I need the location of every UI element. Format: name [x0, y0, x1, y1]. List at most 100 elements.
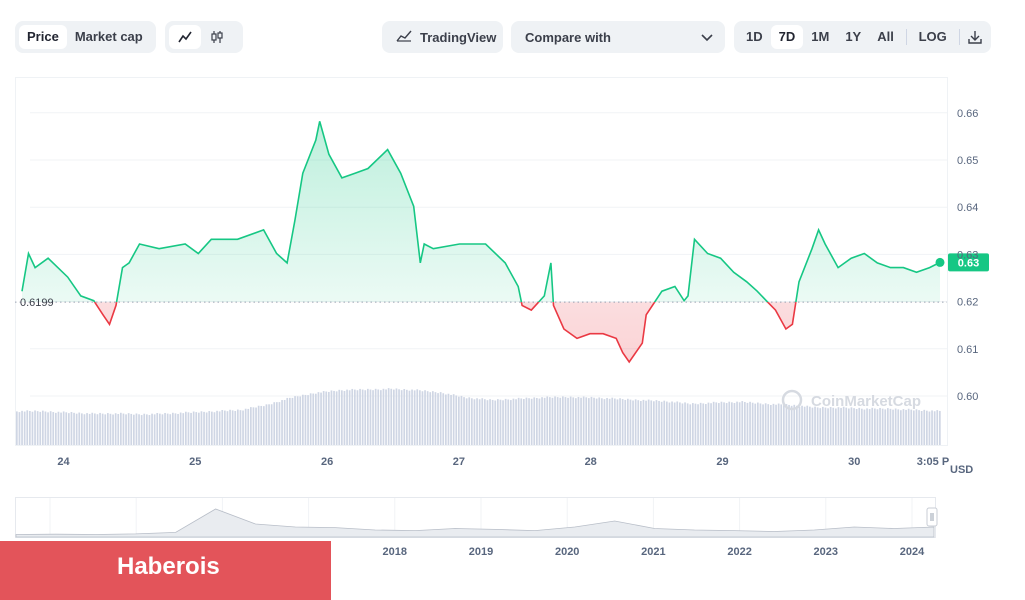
volume-bar	[247, 408, 250, 445]
y-axis-unit: USD	[950, 464, 973, 476]
tradingview-button[interactable]: TradingView	[382, 21, 503, 53]
volume-bar	[520, 398, 523, 445]
volume-bar	[538, 398, 541, 445]
time-navigator[interactable]: 2014201520162017201820192020202120222023…	[15, 497, 938, 559]
volume-bar	[572, 397, 575, 445]
volume-bar	[153, 414, 156, 445]
volume-bar	[920, 411, 923, 445]
volume-bar	[364, 390, 367, 445]
volume-bar	[411, 389, 413, 445]
volume-bar	[31, 411, 34, 445]
volume-bar	[637, 400, 640, 445]
volume-bar	[278, 402, 281, 445]
navigator-year-label: 2019	[469, 546, 493, 558]
tab-price[interactable]: Price	[19, 25, 67, 49]
range-1y[interactable]: 1Y	[845, 29, 862, 44]
x-tick-label: 25	[189, 456, 201, 468]
log-toggle[interactable]: LOG	[918, 29, 947, 44]
volume-bar	[874, 408, 876, 445]
volume-bar	[593, 397, 595, 445]
volume-bar	[260, 405, 263, 445]
volume-bar	[68, 413, 70, 445]
volume-bar	[850, 407, 853, 445]
volume-bar	[517, 397, 520, 445]
volume-bar	[208, 411, 211, 445]
range-7d[interactable]: 7D	[770, 25, 804, 49]
volume-bar	[309, 393, 312, 445]
volume-bar	[122, 413, 125, 445]
volume-bar	[408, 390, 411, 445]
tradingview-icon	[396, 30, 412, 45]
volume-bar	[788, 404, 790, 445]
volume-bar	[759, 403, 762, 445]
volume-bar	[361, 389, 364, 445]
volume-bar	[824, 407, 827, 445]
volume-bar	[75, 413, 78, 445]
volume-bar	[926, 410, 928, 445]
plot-frame	[15, 77, 948, 446]
x-tick-label: 24	[57, 456, 70, 468]
volume-bar	[497, 399, 499, 445]
volume-bar	[161, 414, 164, 445]
volume-bar	[842, 406, 845, 445]
volume-bar	[588, 398, 590, 445]
volume-bar	[380, 390, 382, 445]
volume-bar	[107, 413, 109, 445]
volume-bar	[816, 407, 819, 445]
volume-bar	[330, 390, 333, 445]
volume-bar	[525, 397, 528, 445]
compare-dropdown[interactable]: Compare with	[511, 21, 725, 53]
volume-bar	[429, 392, 432, 445]
volume-bar	[127, 413, 130, 445]
volume-bar	[112, 414, 114, 445]
volume-bar	[265, 404, 268, 445]
candlestick-icon[interactable]	[201, 25, 233, 49]
range-all[interactable]: All	[877, 29, 894, 44]
range-1m[interactable]: 1M	[811, 29, 830, 44]
tab-market-cap[interactable]: Market cap	[74, 29, 143, 44]
volume-bar	[546, 396, 549, 445]
navigator-handle[interactable]	[926, 507, 938, 527]
volume-bar	[515, 399, 517, 445]
volume-bar	[811, 407, 814, 445]
volume-bar	[762, 404, 764, 445]
volume-bar	[679, 402, 681, 445]
volume-bar	[624, 399, 627, 445]
volume-bar	[283, 399, 286, 445]
volume-bar	[445, 394, 447, 445]
volume-bar	[205, 412, 208, 445]
volume-bar	[621, 399, 624, 445]
volume-bar	[923, 409, 926, 445]
volume-bar	[705, 404, 707, 445]
volume-bar	[907, 408, 910, 445]
volume-bar	[757, 402, 759, 445]
volume-bar	[549, 397, 551, 445]
volume-bar	[359, 388, 361, 445]
divider	[958, 29, 960, 45]
navigator-year-label: 2018	[383, 546, 407, 558]
volume-bar	[325, 391, 328, 445]
download-icon[interactable]	[963, 25, 987, 49]
volume-bar	[486, 400, 489, 445]
current-price-label: 0.63	[958, 257, 979, 269]
volume-bar	[179, 412, 182, 445]
volume-bar	[772, 403, 775, 445]
volume-bar	[26, 410, 29, 445]
volume-bar	[915, 409, 918, 445]
volume-bar	[406, 389, 408, 445]
range-1d[interactable]: 1D	[746, 29, 763, 44]
line-chart-icon[interactable]	[169, 25, 201, 49]
volume-bar	[819, 408, 822, 445]
volume-bar	[393, 389, 395, 445]
volume-bar	[499, 399, 502, 445]
volume-bar	[442, 393, 445, 445]
volume-bar	[900, 410, 902, 445]
volume-bar	[395, 388, 398, 445]
volume-bar	[928, 411, 931, 445]
volume-bar	[114, 413, 117, 445]
volume-bar	[770, 404, 772, 445]
volume-bar	[218, 411, 221, 445]
volume-bar	[835, 408, 837, 445]
volume-bar	[351, 388, 354, 445]
